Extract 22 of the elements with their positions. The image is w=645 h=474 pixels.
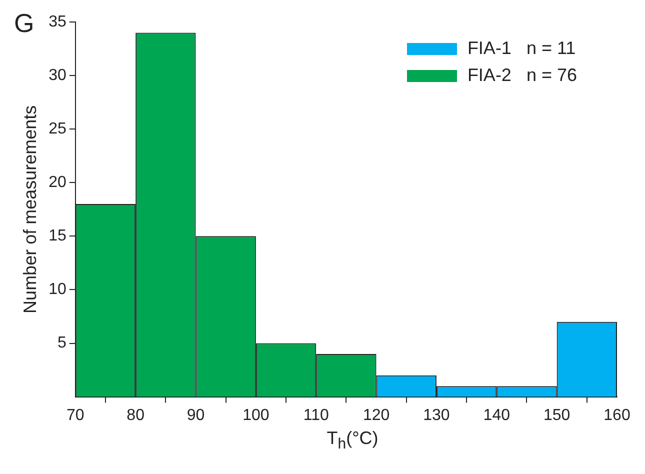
- legend-label: FIA-2 n = 76: [467, 65, 577, 86]
- x-tick-label: 120: [362, 406, 390, 424]
- y-tick-label: 10: [48, 281, 66, 298]
- x-tick-label: 80: [126, 406, 145, 424]
- y-tick-label: 35: [48, 13, 66, 30]
- x-axis-title: T$_{h}$(°C): [326, 428, 380, 453]
- y-tick-label: 5: [57, 334, 66, 352]
- legend-label: FIA-1 n = 11: [467, 38, 576, 59]
- x-tick-label: 130: [423, 406, 450, 424]
- y-tick-label: 15: [48, 228, 66, 245]
- x-tick-label: 110: [303, 406, 329, 424]
- x-tick-label: 150: [543, 406, 570, 424]
- y-tick-label: 30: [48, 66, 66, 84]
- x-tick-label: 160: [604, 406, 630, 424]
- x-tick-label: 90: [186, 406, 205, 424]
- x-tick-label: 70: [66, 406, 84, 424]
- y-tick-label: 25: [48, 120, 66, 138]
- y-tick-label: 20: [48, 174, 66, 192]
- text: G: [14, 8, 34, 38]
- x-tick-label: 100: [242, 406, 270, 424]
- y-axis-title: Number of measurements: [20, 105, 40, 314]
- x-tick-label: 140: [483, 406, 510, 424]
